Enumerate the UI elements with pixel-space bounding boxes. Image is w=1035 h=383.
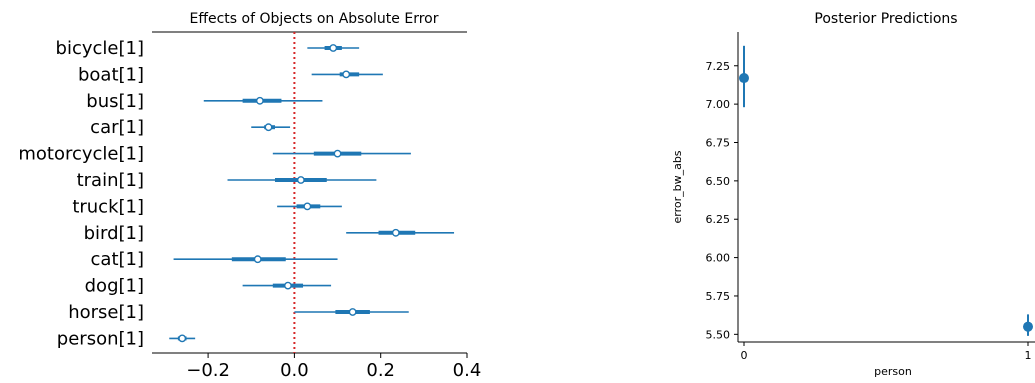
forest-row: bicycle[1] — [56, 38, 360, 59]
x-tick-label: 0.2 — [366, 360, 395, 381]
forest-rows: bicycle[1] boat[1] bus[1] car[1] motorcycle[… — [18, 32, 455, 353]
mean-marker — [253, 255, 262, 264]
category-label: bird[1] — [84, 223, 144, 244]
prediction-point — [1023, 314, 1033, 336]
prediction-marker — [1023, 321, 1033, 332]
category-label: dog[1] — [85, 276, 144, 297]
mean-marker — [303, 202, 312, 211]
y-tick-label: 7.25 — [706, 60, 731, 73]
y-tick-label: 5.50 — [706, 328, 731, 341]
category-label: motorcycle[1] — [18, 144, 144, 165]
prediction-marker — [739, 73, 749, 84]
mean-marker — [348, 308, 357, 316]
prediction-point — [739, 45, 749, 108]
mean-marker — [329, 44, 338, 52]
x-tick-label: −0.2 — [186, 360, 230, 381]
forest-row: motorcycle[1] — [18, 144, 411, 165]
forest-row: boat[1] — [78, 64, 383, 85]
forest-row: cat[1] — [91, 249, 338, 270]
category-label: bus[1] — [86, 91, 144, 112]
forest-row: truck[1] — [72, 196, 342, 217]
mean-marker — [342, 70, 351, 79]
category-label: truck[1] — [72, 196, 144, 217]
forest-plot-title: Effects of Objects on Absolute Error — [190, 11, 439, 27]
category-label: car[1] — [90, 117, 144, 138]
mean-marker — [284, 281, 292, 290]
forest-row: car[1] — [90, 117, 291, 138]
y-tick-label: 6.75 — [706, 136, 731, 149]
scatter-points — [739, 45, 1033, 336]
forest-row: bus[1] — [86, 91, 323, 112]
x-tick-label: 0 — [741, 349, 748, 362]
scatter-y-ticks: 5.50 5.75 6.00 6.25 6.50 6.75 7.00 7.25 — [706, 60, 738, 341]
forest-row: person[1] — [57, 328, 196, 349]
forest-row: bird[1] — [84, 223, 455, 244]
category-label: bicycle[1] — [56, 38, 144, 59]
mean-marker — [391, 228, 400, 237]
scatter-y-axis-label: error_bw_abs — [671, 150, 684, 223]
forest-row: dog[1] — [85, 276, 332, 297]
forest-row: train[1] — [77, 170, 377, 191]
x-tick-label: 0.0 — [280, 360, 309, 381]
category-label: boat[1] — [78, 64, 144, 85]
x-tick-label: 0.4 — [453, 360, 482, 381]
forest-x-ticks: −0.2 0.0 0.2 0.4 — [186, 353, 481, 381]
category-label: person[1] — [57, 328, 144, 349]
mean-marker — [264, 123, 273, 132]
scatter-plot-title: Posterior Predictions — [814, 11, 957, 27]
y-tick-label: 6.00 — [706, 252, 731, 265]
category-label: horse[1] — [68, 302, 144, 323]
y-tick-label: 6.50 — [706, 175, 731, 188]
mean-marker — [296, 176, 305, 184]
forest-row: horse[1] — [68, 302, 409, 323]
y-tick-label: 5.75 — [706, 290, 731, 303]
y-tick-label: 6.25 — [706, 213, 731, 226]
scatter-x-axis-label: person — [874, 365, 912, 378]
x-tick-label: 1 — [1025, 349, 1032, 362]
mean-marker — [333, 149, 342, 158]
posterior-predictions-plot: Posterior Predictions error_bw_abs perso… — [671, 11, 1035, 378]
mean-marker — [178, 334, 187, 343]
mean-marker — [255, 96, 264, 105]
category-label: cat[1] — [91, 249, 144, 270]
forest-plot: Effects of Objects on Absolute Error bic… — [18, 11, 481, 381]
category-label: train[1] — [77, 170, 144, 191]
y-tick-label: 7.00 — [706, 98, 731, 111]
